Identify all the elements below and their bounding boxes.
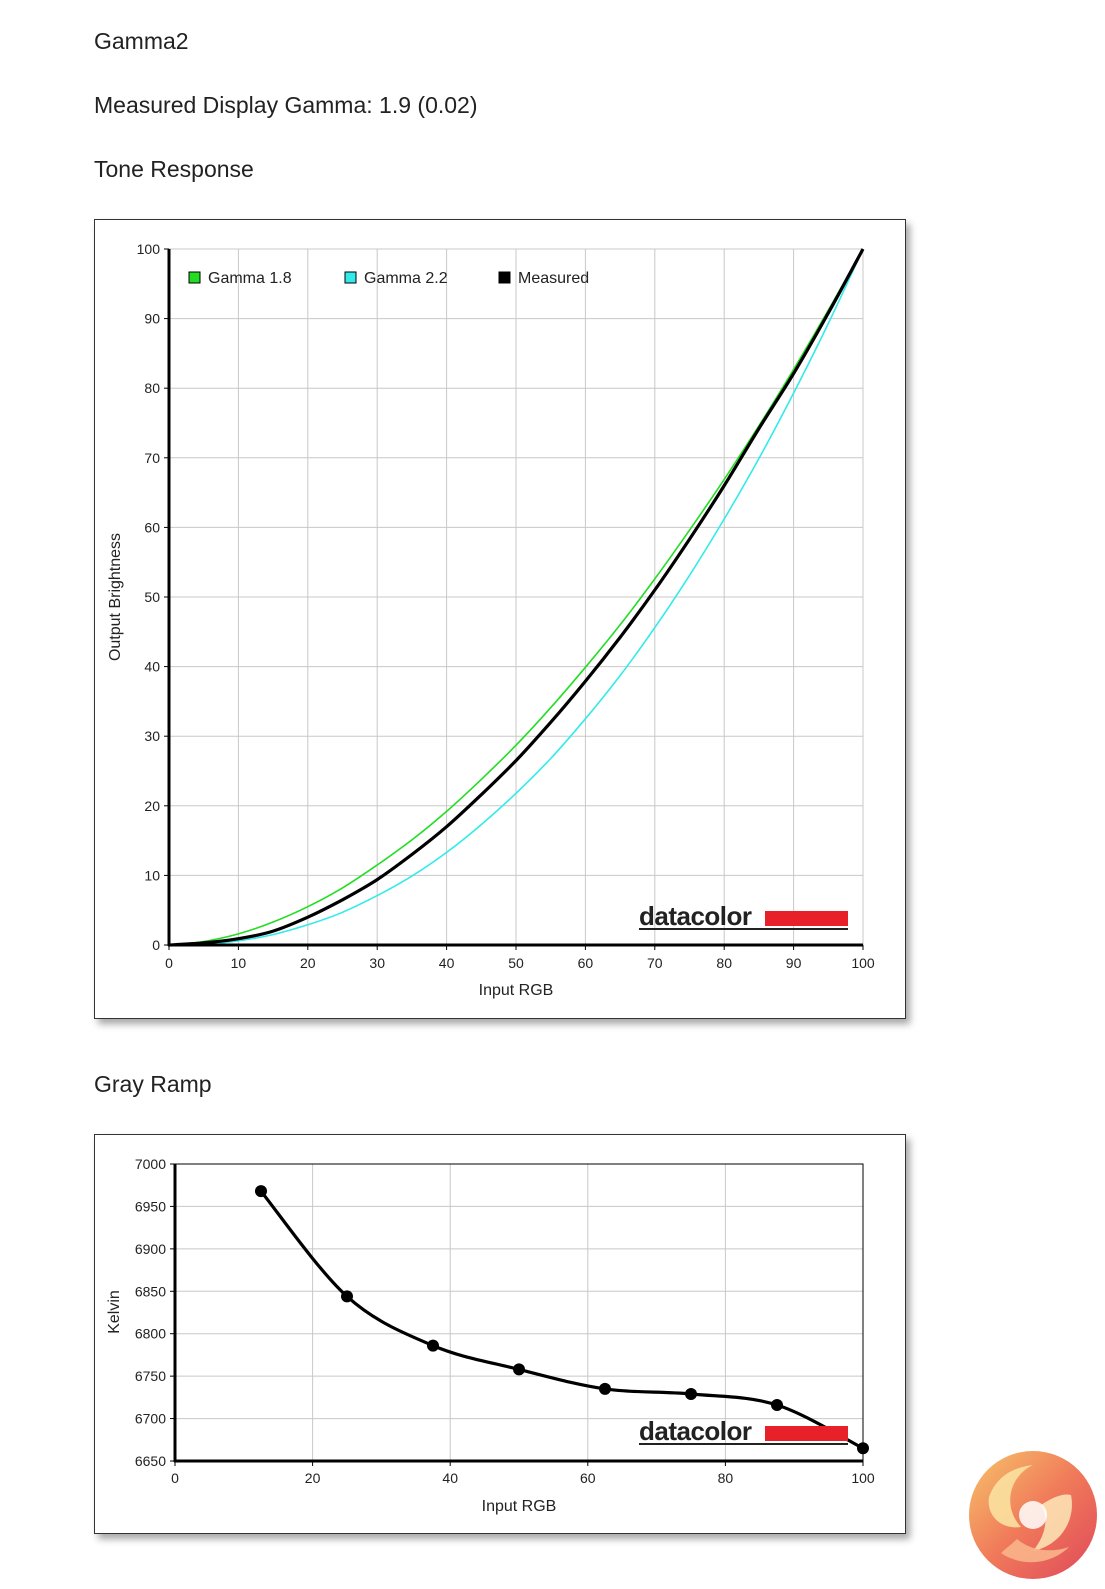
legend-label: Gamma 1.8 bbox=[208, 270, 292, 287]
datacolor-logo-text: datacolor bbox=[639, 901, 752, 931]
tone-response-chart: 0 10 20 30 40 50 60 70 80 90 100 0 10 20 30 40 50 60 70 80 9… bbox=[107, 241, 875, 999]
y-tick-label: 40 bbox=[144, 659, 160, 675]
x-tick-label: 50 bbox=[508, 955, 524, 971]
y-tick-label: 50 bbox=[144, 589, 160, 605]
x-tick-label: 0 bbox=[165, 955, 173, 971]
tone-response-panel: 0 10 20 30 40 50 60 70 80 90 100 0 10 20 30 40 50 60 70 80 9… bbox=[94, 219, 906, 1019]
x-tick-label: 100 bbox=[851, 955, 875, 971]
x-tick-label: 100 bbox=[851, 1470, 875, 1486]
y-axis-label: Kelvin bbox=[106, 1290, 123, 1334]
datacolor-red-bar bbox=[765, 1426, 848, 1441]
datacolor-logo: datacolor bbox=[639, 1416, 848, 1446]
gray-ramp-panel: 0 20 40 60 80 100 6650 6700 6750 6800 6850 6900 6950… bbox=[94, 1134, 906, 1534]
y-tick-label: 6650 bbox=[135, 1453, 166, 1469]
data-point bbox=[685, 1387, 697, 1400]
data-point bbox=[857, 1442, 869, 1455]
y-tick-label: 80 bbox=[144, 380, 160, 396]
datacolor-underline bbox=[639, 928, 848, 930]
y-tick-label: 70 bbox=[144, 450, 160, 466]
y-tick-label: 6950 bbox=[135, 1198, 166, 1214]
series-line-measured bbox=[168, 248, 865, 947]
y-tick-label: 6800 bbox=[135, 1326, 166, 1342]
data-point bbox=[341, 1290, 353, 1303]
series-line-kelvin bbox=[259, 1190, 864, 1450]
x-tick-label: 60 bbox=[580, 1470, 596, 1486]
datacolor-underline bbox=[639, 1443, 848, 1445]
datacolor-logo-text: datacolor bbox=[639, 1416, 752, 1446]
legend-swatch bbox=[498, 271, 511, 284]
data-point bbox=[513, 1363, 525, 1376]
y-tick-label: 6750 bbox=[135, 1368, 166, 1384]
y-tick-label: 60 bbox=[144, 519, 160, 535]
legend-item: Gamma 1.8 bbox=[188, 270, 292, 287]
data-point bbox=[255, 1185, 267, 1198]
y-axis-label: Output Brightness bbox=[107, 533, 124, 661]
legend-label: Gamma 2.2 bbox=[364, 270, 448, 287]
legend-item: Measured bbox=[498, 270, 589, 287]
legend-label: Measured bbox=[518, 270, 589, 287]
x-axis-label: Input RGB bbox=[479, 982, 554, 999]
x-tick-label: 10 bbox=[231, 955, 247, 971]
x-tick-label: 0 bbox=[171, 1470, 179, 1486]
y-tick-label: 7000 bbox=[135, 1156, 166, 1172]
measured-gamma-text: Measured Display Gamma: 1.9 (0.02) bbox=[94, 92, 478, 118]
data-point bbox=[599, 1382, 611, 1395]
datacolor-red-bar bbox=[765, 911, 848, 926]
x-tick-label: 80 bbox=[718, 1470, 734, 1486]
y-tick-label: 6900 bbox=[135, 1241, 166, 1257]
data-point bbox=[427, 1339, 439, 1352]
tone-response-heading: Tone Response bbox=[94, 156, 254, 182]
x-tick-label: 90 bbox=[786, 955, 802, 971]
y-tick-label: 0 bbox=[152, 937, 160, 953]
x-tick-label: 80 bbox=[716, 955, 732, 971]
x-tick-label: 40 bbox=[439, 955, 455, 971]
x-tick-label: 40 bbox=[442, 1470, 458, 1486]
datacolor-logo: datacolor bbox=[639, 901, 848, 931]
legend-item: Gamma 2.2 bbox=[344, 270, 448, 287]
x-tick-label: 20 bbox=[305, 1470, 321, 1486]
y-tick-label: 30 bbox=[144, 728, 160, 744]
x-axis-label: Input RGB bbox=[482, 1498, 557, 1515]
y-tick-label: 10 bbox=[144, 867, 160, 883]
series-line-gamma-2-2 bbox=[168, 248, 864, 946]
gray-ramp-chart: 0 20 40 60 80 100 6650 6700 6750 6800 6850 6900 6950… bbox=[106, 1156, 875, 1515]
plot-frame bbox=[174, 1163, 864, 1462]
y-tick-label: 6850 bbox=[135, 1283, 166, 1299]
x-tick-label: 20 bbox=[300, 955, 316, 971]
gray-ramp-heading: Gray Ramp bbox=[94, 1071, 212, 1097]
x-tick-label: 30 bbox=[369, 955, 385, 971]
x-tick-label: 70 bbox=[647, 955, 663, 971]
data-point bbox=[771, 1398, 783, 1411]
profile-name: Gamma2 bbox=[94, 28, 189, 54]
legend-swatch bbox=[344, 271, 357, 284]
y-tick-label: 90 bbox=[144, 311, 160, 327]
x-tick-label: 60 bbox=[578, 955, 594, 971]
y-tick-label: 6700 bbox=[135, 1411, 166, 1427]
y-tick-label: 100 bbox=[137, 241, 161, 257]
legend-swatch bbox=[188, 271, 201, 284]
site-logo-icon bbox=[969, 1451, 1097, 1579]
y-tick-label: 20 bbox=[144, 798, 160, 814]
